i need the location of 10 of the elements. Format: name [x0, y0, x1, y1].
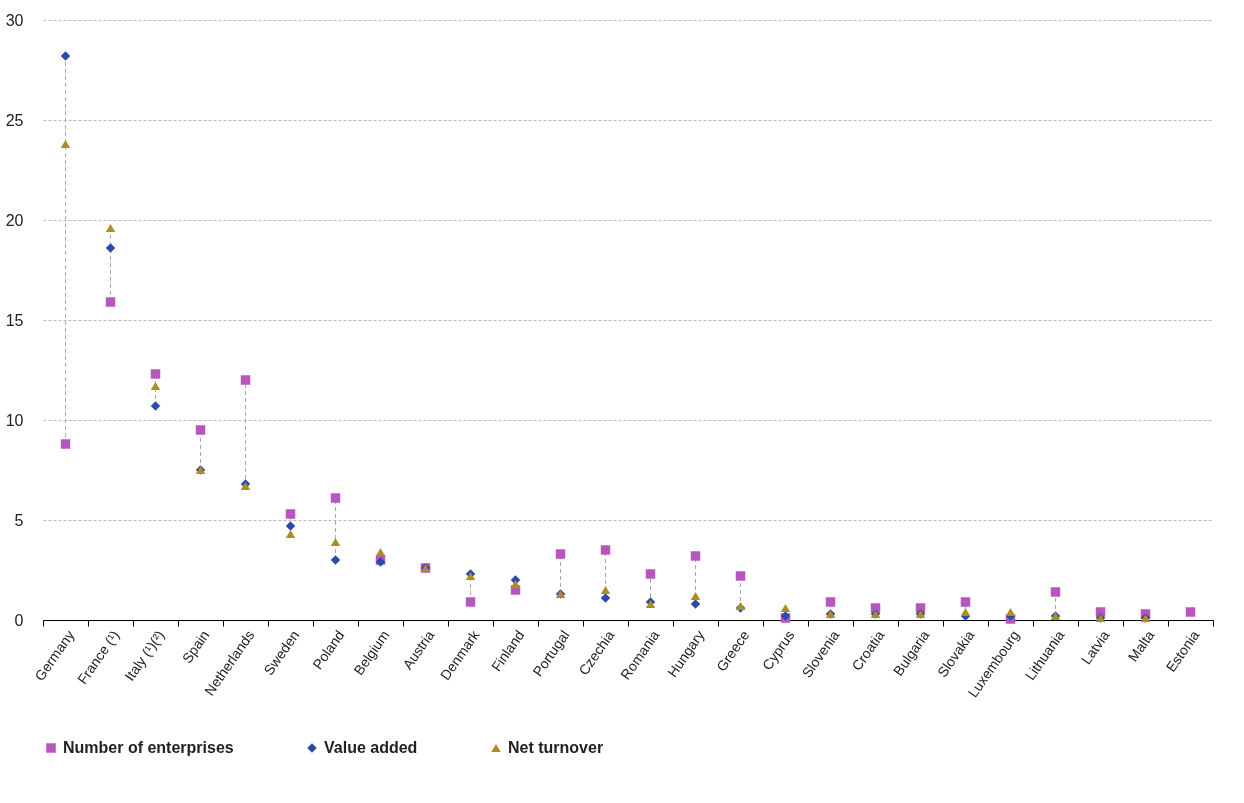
- legend-label: Value added: [324, 739, 418, 756]
- legend-label: Net turnover: [508, 739, 604, 756]
- y-tick-label: 25: [5, 111, 24, 129]
- y-tick-label: 15: [5, 311, 24, 329]
- y-tick-label: 20: [5, 211, 24, 229]
- legend-label: Number of enterprises: [63, 739, 234, 756]
- y-tick-label: 30: [5, 11, 24, 29]
- y-tick-label: 10: [5, 411, 24, 429]
- y-tick-label: 5: [14, 511, 24, 529]
- y-tick-label: 0: [14, 611, 24, 629]
